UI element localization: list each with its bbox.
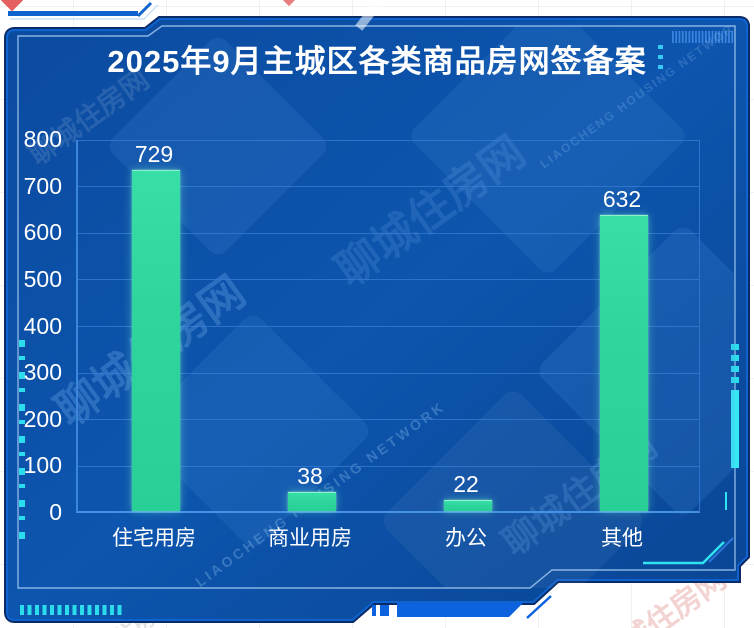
bottom-left-cyan-dashes	[20, 605, 122, 615]
top-right-hash-marks	[672, 31, 734, 43]
gridline	[78, 139, 699, 141]
gridline	[78, 279, 699, 281]
gridline	[78, 372, 699, 374]
x-category-label: 办公	[445, 527, 487, 550]
bar-value-label: 38	[297, 463, 323, 490]
bar	[444, 499, 492, 511]
bar-value-label: 729	[134, 141, 174, 168]
gridline	[78, 326, 699, 327]
gridline	[78, 186, 699, 188]
bar	[600, 215, 648, 511]
gridline	[78, 465, 699, 467]
y-tick-label: 700	[23, 172, 62, 199]
y-tick-label: 500	[23, 265, 62, 292]
bar	[132, 170, 180, 511]
chart-title: 2025年9月主城区各类商品房网签备案	[107, 44, 647, 79]
bar-value-label: 22	[453, 470, 479, 497]
panel-fill	[8, 20, 746, 619]
y-tick-label: 600	[23, 219, 62, 246]
left-edge-cyan-dashes	[19, 340, 25, 539]
footer-accent-bar	[372, 595, 552, 619]
right-edge-cyan-dashes	[658, 45, 739, 468]
bottom-right-corner-accent	[643, 492, 734, 565]
x-category-label: 住宅用房	[112, 527, 196, 550]
bar-value-label: 632	[602, 186, 642, 213]
y-tick-label: 300	[23, 359, 62, 386]
x-category-label: 其他	[601, 527, 643, 550]
gridline	[78, 232, 699, 234]
plot-area	[76, 139, 700, 513]
gridline	[78, 419, 699, 421]
y-tick-label: 100	[23, 452, 62, 479]
bar	[288, 492, 336, 511]
y-tick-label: 200	[23, 405, 62, 432]
frame-inner-light-line	[17, 25, 736, 589]
y-tick-label: 0	[49, 499, 62, 525]
top-left-accent	[8, 1, 159, 20]
y-tick-label: 800	[23, 126, 62, 152]
y-tick-label: 400	[23, 312, 62, 339]
x-category-label: 商业用房	[268, 527, 352, 550]
